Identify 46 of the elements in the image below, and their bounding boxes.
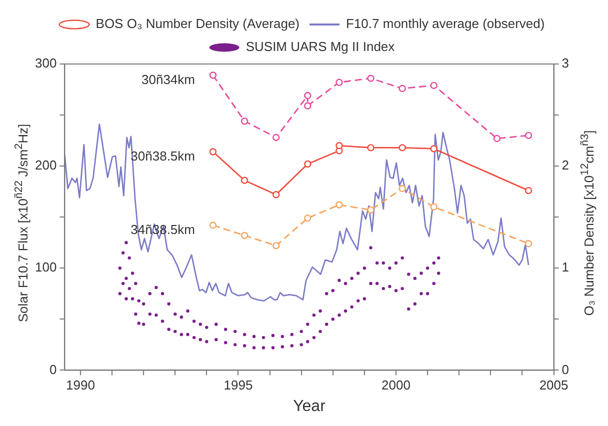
point: [240, 232, 248, 240]
point: [209, 72, 217, 79]
x-tick-label: 2005: [539, 378, 568, 393]
point: [524, 186, 532, 194]
point: [304, 92, 312, 100]
point: [272, 134, 280, 142]
point: [430, 82, 438, 90]
point: [272, 191, 280, 198]
point: [240, 118, 248, 125]
point: [398, 184, 406, 192]
legend-label: BOS O₃ Number Density (Average): [96, 16, 300, 32]
point: [209, 148, 217, 156]
y-tick-label: 100: [34, 260, 57, 275]
point: [430, 203, 438, 210]
x-axis-title: Year: [293, 398, 326, 415]
y-tick-label: 0: [49, 362, 57, 377]
point: [524, 240, 532, 248]
point: [336, 201, 343, 208]
point: [367, 144, 374, 152]
point: [367, 206, 374, 214]
legend-label: SUSIM UARS Mg II Index: [246, 39, 396, 54]
x-tick-label: 1995: [224, 378, 253, 393]
x-tick-label: 1990: [66, 378, 95, 393]
point: [493, 134, 501, 142]
y-tick-label: 300: [34, 56, 57, 71]
point: [336, 78, 343, 86]
point: [240, 176, 248, 184]
point: [367, 74, 374, 82]
point: [304, 160, 312, 168]
point: [430, 145, 438, 152]
legend-label: F10.7 monthly average (observed): [346, 16, 545, 32]
y-tick-label: 200: [34, 158, 57, 173]
point: [398, 144, 406, 152]
point: [524, 132, 532, 140]
point: [304, 102, 312, 110]
point: [209, 222, 217, 229]
y2-tick-label: 1: [562, 260, 570, 275]
y2-tick-label: 3: [562, 56, 570, 71]
point: [336, 142, 343, 150]
annotation: 30ñ34km: [142, 72, 195, 87]
point: [272, 242, 280, 250]
point: [304, 214, 312, 222]
y2-tick-label: 2: [562, 158, 570, 173]
point: [398, 84, 406, 92]
y2-tick-label: 0: [562, 362, 570, 377]
x-tick-label: 2000: [382, 378, 410, 393]
